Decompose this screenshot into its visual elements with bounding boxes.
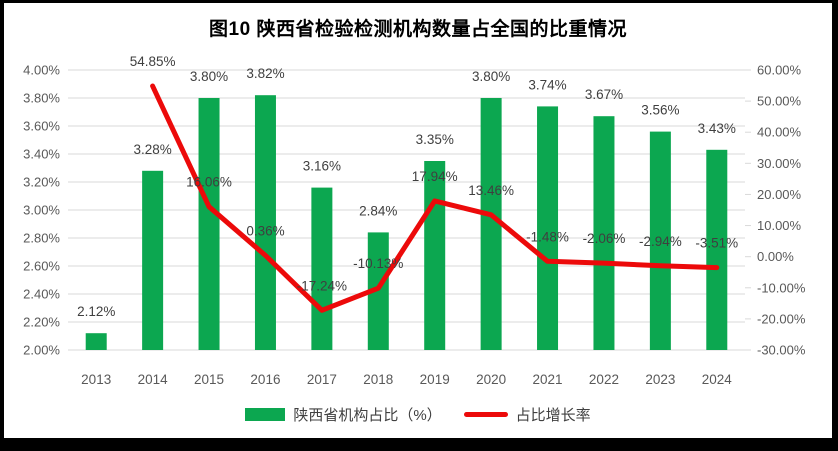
plot-area: 4.00% 3.80% 3.60% 3.40% 3.20% 3.00% 2.80% 2.60%… xyxy=(23,54,806,387)
x-axis-label: 2024 xyxy=(702,372,733,387)
x-axis-label: 2016 xyxy=(250,372,280,387)
right-axis-tick: -20.00% xyxy=(757,311,806,326)
bar-label: 3.16% xyxy=(303,159,341,174)
line-label: 54.85% xyxy=(130,54,176,69)
left-axis-tick: 2.20% xyxy=(23,315,60,330)
bar-2018 xyxy=(367,232,389,350)
left-axis-tick: 2.60% xyxy=(23,259,60,274)
legend-line-label: 占比增长率 xyxy=(515,407,591,424)
bar-2015 xyxy=(198,98,220,350)
x-axis-label: 2023 xyxy=(645,372,675,387)
bar-2013 xyxy=(85,333,107,350)
legend: 陕西省机构占比（%） 占比增长率 xyxy=(4,404,832,425)
legend-line-swatch-icon xyxy=(463,412,508,417)
bar-label: 3.56% xyxy=(641,103,679,118)
left-axis-tick: 3.20% xyxy=(23,175,60,190)
left-axis-tick: 4.00% xyxy=(23,63,60,78)
bar-2022 xyxy=(593,116,615,350)
left-axis-tick: 2.00% xyxy=(23,343,60,358)
chart-canvas: 图10 陕西省检验检测机构数量占全国的比重情况 4.00% 3.80% 3.60% 3… xyxy=(4,3,832,438)
x-axis-label: 2015 xyxy=(194,372,224,387)
bar-label: 2.12% xyxy=(77,304,115,319)
right-axis-tick: 50.00% xyxy=(757,94,802,109)
line-label: -2.06% xyxy=(583,231,626,246)
right-axis-tick: -30.00% xyxy=(757,343,806,358)
left-axis-tick: 3.80% xyxy=(23,91,60,106)
legend-bar-swatch-icon xyxy=(245,408,286,421)
line-label: 0.36% xyxy=(246,224,284,239)
bar-2021 xyxy=(537,106,559,351)
line-label: -10.13% xyxy=(353,256,403,271)
bar-2017 xyxy=(311,187,333,350)
bar-label: 3.35% xyxy=(416,132,454,147)
legend-item-bar: 陕西省机构占比（%） xyxy=(245,404,442,425)
x-axis-label: 2019 xyxy=(420,372,450,387)
bar-2023 xyxy=(649,131,671,350)
left-axis-tick: 2.80% xyxy=(23,231,60,246)
legend-item-line: 占比增长率 xyxy=(463,404,591,425)
bar-label: 2.84% xyxy=(359,203,397,218)
x-axis-label: 2017 xyxy=(307,372,337,387)
right-axis-tick: 10.00% xyxy=(757,218,802,233)
left-axis-tick: 3.00% xyxy=(23,203,60,218)
line-label: -1.48% xyxy=(526,229,569,244)
bar-2024 xyxy=(706,149,728,350)
chart-title: 图10 陕西省检验检测机构数量占全国的比重情况 xyxy=(209,19,627,40)
bar-label: 3.74% xyxy=(528,77,566,92)
right-axis-tick: 60.00% xyxy=(757,63,802,78)
line-label: -17.24% xyxy=(297,278,347,293)
x-axis-label: 2018 xyxy=(363,372,393,387)
x-axis-label: 2022 xyxy=(589,372,619,387)
bar-label: 3.80% xyxy=(472,69,510,84)
bar-label: 3.28% xyxy=(133,142,171,157)
bar-2014 xyxy=(142,170,164,350)
bar-2019 xyxy=(424,161,446,350)
bar-label: 3.43% xyxy=(698,121,736,136)
bar-2020 xyxy=(480,98,502,350)
left-axis-tick: 3.40% xyxy=(23,147,60,162)
bar-label: 3.67% xyxy=(585,87,623,102)
line-label: 13.46% xyxy=(468,183,514,198)
left-axis-tick: 3.60% xyxy=(23,119,60,134)
right-axis-tick: 30.00% xyxy=(757,156,802,171)
right-axis-tick: 40.00% xyxy=(757,125,802,140)
x-axis-label: 2021 xyxy=(533,372,563,387)
x-axis-label: 2014 xyxy=(138,372,169,387)
line-label: -3.51% xyxy=(695,236,738,251)
legend-bar-label: 陕西省机构占比（%） xyxy=(293,407,442,424)
line-label: -2.94% xyxy=(639,234,682,249)
x-axis-label: 2013 xyxy=(81,372,111,387)
right-axis-tick: -10.00% xyxy=(757,280,806,295)
line-label: 17.94% xyxy=(412,169,458,184)
bar-label: 3.82% xyxy=(246,66,284,81)
growth-rate-line xyxy=(150,83,720,313)
bar-2016 xyxy=(254,95,276,350)
line-label: 16.06% xyxy=(186,175,232,190)
left-axis-tick: 2.40% xyxy=(23,287,60,302)
right-axis-tick: 0.00% xyxy=(757,249,794,264)
x-axis-label: 2020 xyxy=(476,372,506,387)
bar-label: 3.80% xyxy=(190,69,228,84)
right-axis-tick: 20.00% xyxy=(757,187,802,202)
